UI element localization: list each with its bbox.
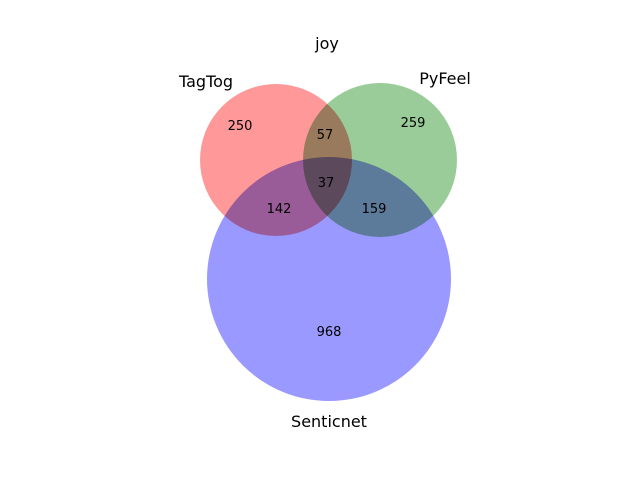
tagtog-only-count: 250	[228, 119, 253, 134]
pyfeel-only-count: 259	[401, 116, 426, 131]
senticnet-only-count: 968	[317, 325, 342, 340]
senticnet-circle	[207, 157, 451, 401]
all-three-count: 37	[318, 176, 335, 191]
senticnet-label: Senticnet	[291, 412, 367, 431]
chart-title: joy	[314, 34, 339, 53]
tagtog-label: TagTog	[178, 72, 233, 91]
pyfeel-label: PyFeel	[419, 69, 471, 88]
tagtog-pyfeel-count: 57	[317, 128, 334, 143]
tagtog-senticnet-count: 142	[267, 202, 292, 217]
pyfeel-senticnet-count: 159	[362, 202, 387, 217]
